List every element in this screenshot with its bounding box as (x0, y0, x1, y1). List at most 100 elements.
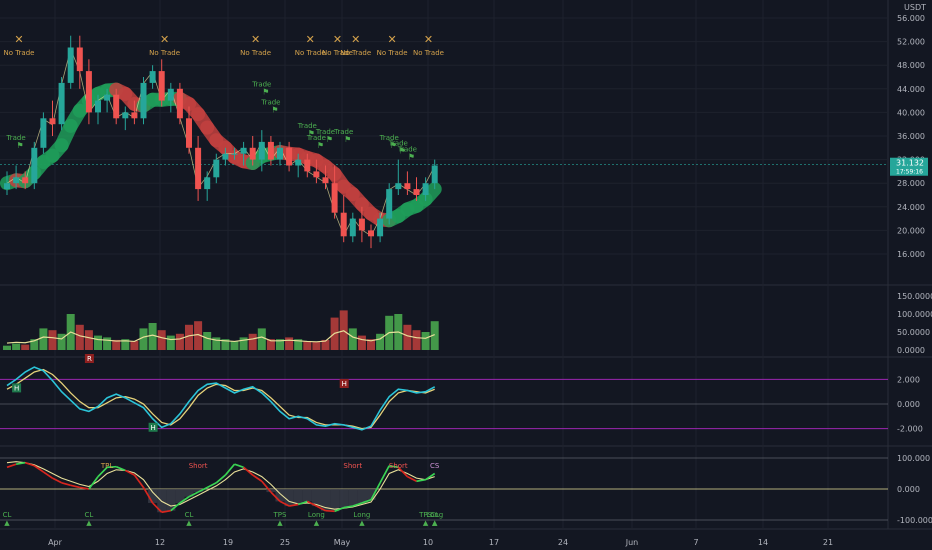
osc-fast-segment (288, 503, 299, 507)
osc-slow-line (6, 461, 435, 510)
volume-bar (266, 339, 275, 350)
trade-flag-icon: ⚑ (399, 147, 406, 156)
candle-body (249, 147, 256, 160)
volume-bar (75, 324, 84, 350)
time-tick-label: Jun (625, 538, 639, 547)
volume-bar (367, 339, 375, 350)
volume-bar (21, 344, 30, 350)
candle-body (40, 118, 47, 148)
osc-fast-segment (97, 466, 108, 478)
r-badge (84, 354, 94, 363)
osc-fill (311, 489, 321, 507)
osc-fast-segment (24, 461, 35, 467)
osc-up-arrow-icon: ▲ (432, 519, 438, 527)
volume-bar (139, 328, 148, 350)
candle-body (222, 153, 229, 160)
candle-body (331, 183, 338, 213)
osc-fill (366, 489, 376, 500)
candle-body (4, 183, 10, 190)
candle-body (31, 147, 38, 184)
volume-bar (276, 339, 284, 350)
volume-average-line (6, 330, 435, 344)
volume-bar (421, 332, 430, 350)
osc-bottom-label: CL (185, 511, 194, 519)
candle-body (404, 183, 411, 190)
no-trade-label: No Trade (340, 49, 371, 57)
candle-body (304, 159, 311, 172)
candle-body (240, 147, 247, 154)
candle-body (377, 218, 384, 237)
candle-body (49, 118, 56, 125)
time-tick-label: 25 (280, 538, 290, 547)
no-trade-x-icon: ✕ (424, 33, 433, 46)
price-tick-label: 36.000 (897, 132, 925, 141)
time-tick-label: 21 (823, 538, 833, 547)
time-tick-label: May (334, 538, 351, 547)
osc-up-arrow-icon: ▲ (432, 519, 438, 527)
h-badge-label: H (342, 380, 347, 388)
trade-flag-icon: ⚑ (17, 141, 24, 150)
time-tick-label: 24 (558, 538, 568, 547)
price-tick-label: 52.000 (897, 38, 925, 47)
volume-bar (321, 339, 330, 350)
no-trade-x-icon: ✕ (387, 33, 396, 46)
candle-body (158, 71, 165, 101)
osc-fill (184, 489, 194, 497)
h-badge-label: H (150, 424, 155, 432)
osc-bottom-label: CL (3, 511, 12, 519)
volume-bar (312, 342, 321, 350)
osc-signal-label: TPL (100, 462, 113, 470)
candle-body (131, 112, 138, 119)
osc-fast-segment (224, 463, 236, 476)
trade-label: Trade (315, 128, 335, 136)
osc-fill (357, 489, 367, 503)
candle-body (368, 230, 374, 237)
osc-fast-segment (61, 481, 71, 487)
h-badge (148, 422, 158, 432)
candle-body (322, 177, 329, 184)
trade-flag-icon: ⚑ (271, 105, 278, 114)
candle-body (413, 189, 420, 195)
time-tick-label: 12 (155, 538, 165, 547)
volume-bar (348, 328, 357, 350)
trade-label: Trade (388, 140, 408, 148)
currency-label: USDT (904, 3, 926, 12)
h-badge-label: H (14, 384, 19, 392)
osc-signal-label: CS (430, 462, 440, 470)
osc-fill (293, 489, 303, 505)
candle-body (149, 71, 156, 83)
osc-fill (330, 489, 340, 512)
wave-tick-label: 0.000 (897, 400, 920, 409)
no-trade-label: No Trade (240, 49, 271, 57)
osc-fast-segment (261, 480, 272, 493)
time-tick-label: 17 (489, 538, 499, 547)
candle-body (195, 147, 202, 190)
osc-fill (157, 489, 167, 513)
candle-body (104, 94, 111, 101)
trade-label: Trade (260, 98, 280, 106)
candle-body (204, 177, 211, 190)
volume-pane (3, 310, 439, 350)
trade-flag-icon: ⚑ (344, 135, 351, 144)
candle-body (358, 218, 365, 231)
no-trade-label: No Trade (149, 49, 180, 57)
osc-fast-segment (206, 482, 217, 489)
candle-body (295, 159, 302, 166)
price-tick-label: 16.000 (897, 250, 925, 259)
time-tick-label: 7 (693, 538, 698, 547)
volume-bar (84, 330, 93, 350)
no-trade-x-icon: ✕ (160, 33, 169, 46)
candle-body (176, 88, 183, 119)
last-price-badge (890, 157, 928, 176)
wave-tick-label: -2.000 (897, 425, 923, 434)
volume-bar (112, 339, 121, 350)
time-tick-label: 19 (223, 538, 233, 547)
volume-bar (130, 341, 139, 350)
price-tick-label: 28.000 (897, 179, 925, 188)
trade-label: Trade (6, 134, 26, 142)
volume-bar (57, 333, 66, 350)
osc-tick-label: -100.000 (897, 516, 932, 525)
trade-label: Trade (379, 134, 399, 142)
osc-fill (339, 489, 349, 508)
